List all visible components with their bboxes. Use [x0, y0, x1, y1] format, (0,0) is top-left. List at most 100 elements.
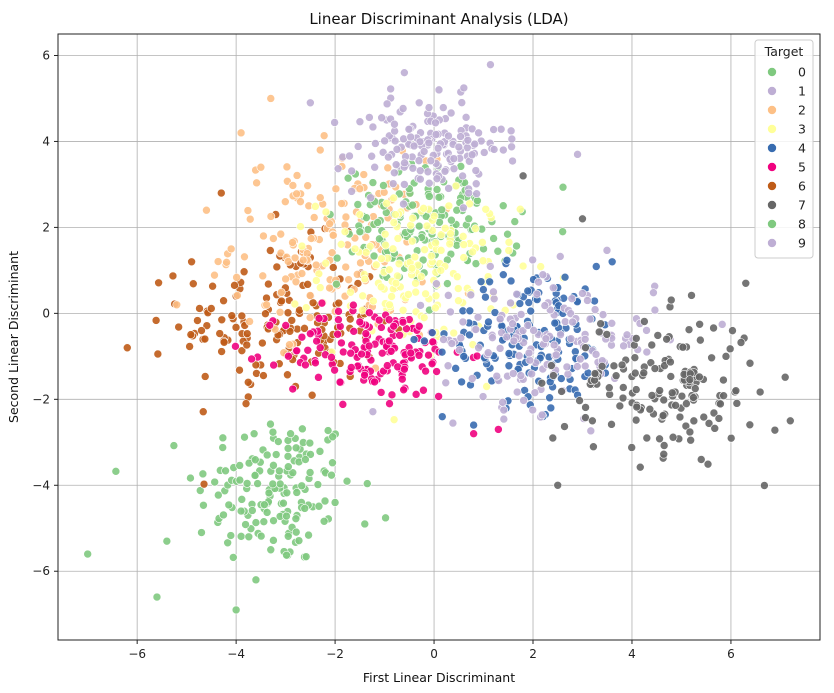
- scatter-point: [271, 450, 281, 459]
- scatter-point: [193, 316, 202, 325]
- scatter-point: [276, 248, 286, 258]
- scatter-point: [334, 307, 343, 316]
- scatter-point: [323, 426, 333, 435]
- y-axis-label: Second Linear Discriminant: [6, 251, 21, 423]
- scatter-point: [721, 352, 731, 361]
- scatter-point: [386, 346, 396, 356]
- scatter-point: [589, 442, 598, 452]
- scatter-point: [264, 488, 274, 498]
- scatter-point: [247, 354, 256, 364]
- legend-marker: [767, 143, 777, 153]
- scatter-point: [335, 377, 345, 387]
- scatter-point: [530, 388, 540, 397]
- scatter-point: [684, 325, 694, 334]
- scatter-point: [504, 237, 514, 247]
- legend-label: 8: [798, 217, 806, 232]
- scatter-point: [241, 399, 251, 408]
- scatter-point: [461, 113, 471, 122]
- scatter-point: [411, 287, 421, 297]
- scatter-point: [275, 466, 284, 476]
- scatter-point: [300, 504, 310, 513]
- scatter-point: [411, 278, 420, 288]
- scatter-point: [449, 328, 459, 338]
- scatter-point: [465, 330, 474, 340]
- scatter-point: [444, 131, 453, 141]
- scatter-point: [581, 413, 590, 422]
- scatter-point: [537, 378, 547, 388]
- legend-marker: [767, 238, 777, 248]
- scatter-point: [454, 296, 463, 305]
- scatter-point: [457, 377, 466, 387]
- scatter-point: [259, 371, 268, 380]
- scatter-point: [406, 348, 416, 358]
- scatter-point: [495, 344, 505, 353]
- scatter-point: [432, 185, 442, 194]
- scatter-point: [440, 166, 450, 176]
- scatter-point: [319, 131, 329, 140]
- scatter-point: [309, 213, 319, 222]
- scatter-point: [529, 326, 538, 335]
- scatter-point: [368, 122, 378, 132]
- scatter-point: [237, 346, 247, 355]
- scatter-point: [419, 313, 429, 322]
- scatter-point: [360, 370, 369, 380]
- scatter-point: [780, 372, 790, 382]
- x-tick-label: 2: [529, 647, 537, 661]
- legend-item-7: 7: [767, 198, 806, 213]
- scatter-point: [330, 365, 339, 375]
- scatter-point: [242, 329, 252, 338]
- x-tick-label: 6: [727, 647, 735, 661]
- scatter-point: [504, 246, 514, 255]
- scatter-point: [645, 404, 655, 414]
- scatter-point: [659, 395, 669, 405]
- scatter-point: [275, 479, 285, 489]
- legend-marker: [767, 86, 777, 96]
- scatter-point: [301, 303, 311, 313]
- scatter-point: [174, 322, 183, 332]
- scatter-point: [237, 495, 247, 504]
- scatter-point: [347, 166, 357, 176]
- legend-item-2: 2: [767, 103, 806, 118]
- scatter-point: [786, 416, 795, 426]
- scatter-point: [303, 181, 312, 190]
- scatter-point: [478, 256, 488, 266]
- scatter-point: [390, 168, 399, 178]
- scatter-point: [551, 350, 561, 360]
- scatter-point: [389, 218, 399, 227]
- scatter-point: [506, 126, 516, 136]
- scatter-point: [469, 420, 478, 430]
- scatter-point: [690, 384, 700, 393]
- legend-marker: [767, 124, 777, 134]
- scatter-point: [449, 164, 459, 174]
- scatter-point: [224, 500, 234, 510]
- legend-marker: [767, 162, 777, 172]
- scatter-point: [385, 300, 394, 310]
- scatter-point: [248, 506, 257, 515]
- scatter-point: [604, 383, 614, 393]
- scatter-point: [284, 462, 293, 472]
- scatter-point: [528, 405, 538, 415]
- scatter-point: [361, 248, 371, 257]
- legend-marker: [767, 219, 777, 229]
- scatter-point: [368, 178, 378, 187]
- scatter-point: [478, 392, 488, 401]
- scatter-point: [470, 139, 479, 149]
- scatter-point: [479, 285, 488, 294]
- scatter-point: [509, 336, 519, 346]
- scatter-point: [760, 481, 769, 490]
- scatter-point: [459, 240, 469, 249]
- scatter-point: [195, 486, 205, 495]
- scatter-point: [291, 514, 301, 523]
- scatter-point: [431, 238, 440, 248]
- scatter-point: [534, 277, 543, 287]
- scatter-point: [704, 419, 714, 428]
- scatter-point: [402, 324, 411, 333]
- scatter-point: [526, 306, 536, 316]
- scatter-point: [218, 443, 228, 452]
- scatter-point: [540, 301, 550, 310]
- scatter-point: [495, 314, 505, 324]
- scatter-point: [459, 253, 468, 262]
- scatter-point: [585, 314, 595, 324]
- scatter-point: [745, 358, 755, 368]
- scatter-point: [406, 132, 415, 142]
